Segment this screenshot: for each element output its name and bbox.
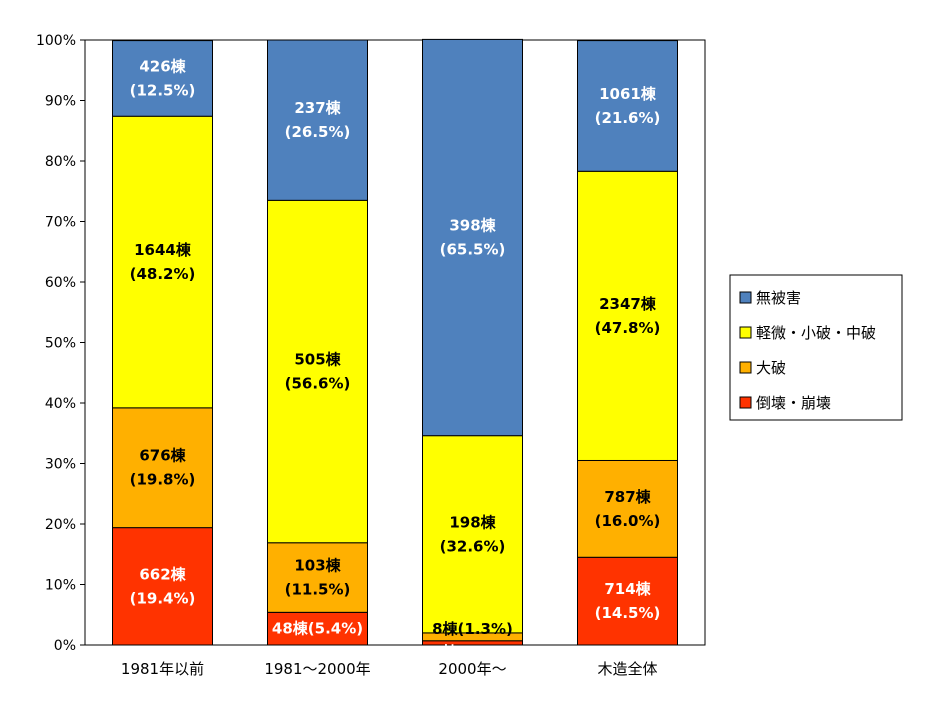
bar-segment xyxy=(267,199,368,544)
legend-label: 無被害 xyxy=(756,289,801,307)
data-label: 198棟(32.6%) xyxy=(440,513,506,555)
bar-segment xyxy=(112,115,213,409)
x-axis-category-labels: 1981年以前 1981～2000年 2000年～ 木造全体 xyxy=(121,660,658,678)
y-tick-label: 50% xyxy=(45,336,76,352)
y-tick-label: 10% xyxy=(45,578,76,594)
x-category-label: 1981～2000年 xyxy=(264,660,370,678)
bar-segment xyxy=(112,407,213,529)
legend-swatch xyxy=(739,291,752,304)
data-label: 237棟(26.5%) xyxy=(285,99,351,141)
y-axis: 0% 10% 20% 30% 40% 50% 60% 70% 80% 90% 100% xyxy=(36,33,85,654)
data-label: 8棟(1.3%) xyxy=(432,620,513,638)
data-labels: 662棟(19.4%) 676棟(19.8%) 1644棟(48.2%) 426棟(1… xyxy=(130,57,661,661)
y-tick-label: 40% xyxy=(45,396,76,412)
legend-swatch xyxy=(739,326,752,339)
y-tick-label: 20% xyxy=(45,517,76,533)
bar-segment xyxy=(577,459,678,558)
x-category-label: 2000年～ xyxy=(438,660,506,678)
legend-label: 倒壊・崩壊 xyxy=(756,394,831,412)
x-category-label: 木造全体 xyxy=(597,660,657,678)
legend-swatch xyxy=(739,396,752,409)
bar-segment xyxy=(112,40,213,117)
bar-segment xyxy=(112,527,213,646)
bar-segment xyxy=(267,542,368,613)
data-label: 426棟(12.5%) xyxy=(130,57,196,99)
bar-segment xyxy=(577,170,678,461)
x-category-label: 1981年以前 xyxy=(121,660,204,678)
bar-segment xyxy=(267,39,368,201)
y-tick-label: 30% xyxy=(45,457,76,473)
legend-label: 軽微・小破・中破 xyxy=(756,324,876,342)
y-tick-label: 80% xyxy=(45,154,76,170)
data-label: 4棟(0.7%) xyxy=(432,643,513,661)
legend-label: 大破 xyxy=(756,359,786,377)
bar-segment xyxy=(422,435,523,634)
bar-segment xyxy=(577,556,678,646)
legend-box xyxy=(729,274,903,421)
data-label: 1644棟(48.2%) xyxy=(130,241,196,283)
data-label: 662棟(19.4%) xyxy=(130,565,196,607)
data-label: 505棟(56.6%) xyxy=(285,351,351,393)
data-label: 103棟(11.5%) xyxy=(285,557,351,599)
data-label: 2347棟(47.8%) xyxy=(595,295,661,337)
bar-segment xyxy=(577,40,678,172)
data-label: 787棟(16.0%) xyxy=(595,488,661,530)
data-label: 398棟(65.5%) xyxy=(440,217,506,259)
y-tick-label: 70% xyxy=(45,215,76,231)
bars xyxy=(112,38,678,646)
data-label: 48棟(5.4%) xyxy=(272,620,363,638)
y-tick-label: 100% xyxy=(36,33,76,49)
data-label: 1061棟(21.6%) xyxy=(595,85,661,127)
data-label: 714棟(14.5%) xyxy=(595,580,661,622)
y-tick-label: 0% xyxy=(54,638,76,654)
bar-segment xyxy=(422,38,523,437)
y-tick-label: 60% xyxy=(45,275,76,291)
y-tick-label: 90% xyxy=(45,94,76,110)
legend-swatch xyxy=(739,361,752,374)
data-label: 676棟(19.8%) xyxy=(130,447,196,489)
